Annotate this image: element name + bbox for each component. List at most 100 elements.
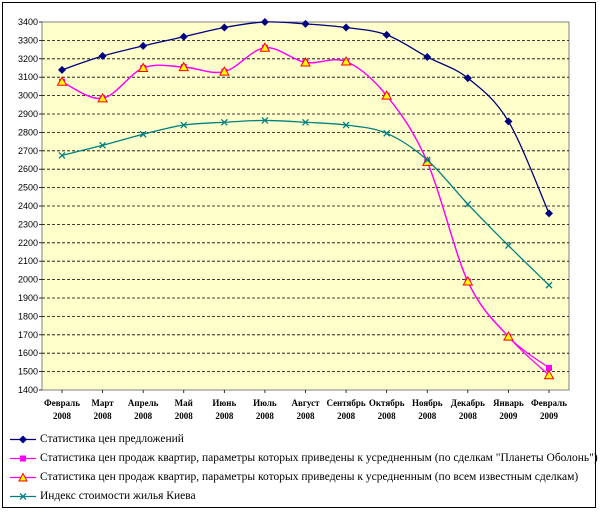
x-tick-label-month: Май <box>175 398 193 408</box>
data-point <box>178 61 190 72</box>
data-point <box>546 364 552 371</box>
data-point <box>99 141 107 149</box>
legend-swatch-sales-obolon <box>10 455 36 462</box>
legend-swatch-sales-all <box>10 472 36 482</box>
data-point <box>423 156 431 164</box>
x-tick-label-month: Февраль <box>531 398 567 408</box>
series-offer-prices <box>58 18 553 218</box>
y-axis-tick-labels: 1400 1500 1600 1700 1800 1900 2000 2100 2200 2300… <box>18 17 42 395</box>
x-tick-label-year: 2008 <box>134 411 153 421</box>
x-tick-label-month: Сентябрь <box>326 398 365 408</box>
y-tick-label: 2500 <box>18 183 38 193</box>
x-tick-label-month: Март <box>91 398 114 408</box>
y-tick-label: 1800 <box>18 311 38 321</box>
data-point <box>462 275 474 286</box>
data-point <box>218 66 230 76</box>
data-point <box>383 129 391 137</box>
line-chart: 1400 1500 1600 1700 1800 1900 2000 2100 2200 2300… <box>18 17 570 421</box>
x-tick-label-year: 2008 <box>53 411 72 421</box>
y-tick-label: 2700 <box>18 146 38 156</box>
legend-label: Статистика цен продаж квартир, параметры… <box>40 452 598 464</box>
data-point <box>504 117 513 126</box>
x-tick-label-year: 2009 <box>540 411 559 421</box>
x-axis-tick-labels: Февраль 2008 Март 2008 Апрель 2008 Май 2008 Июнь… <box>44 390 567 421</box>
x-tick-label-year: 2008 <box>337 411 356 421</box>
data-point <box>58 151 66 159</box>
data-point <box>342 23 351 32</box>
gridlines <box>42 40 569 373</box>
series-sales-all <box>56 42 555 380</box>
data-point <box>503 331 514 341</box>
data-point <box>56 76 68 86</box>
y-tick-label: 2400 <box>18 201 38 211</box>
x-tick-label-year: 2008 <box>215 411 234 421</box>
y-tick-label: 3400 <box>18 17 38 27</box>
data-point <box>463 74 472 83</box>
x-tick-label-year: 2009 <box>499 411 518 421</box>
data-point <box>179 32 188 41</box>
legend-item-kyiv-index: Индекс стоимости жилья Киева <box>10 487 595 506</box>
y-tick-label: 3100 <box>18 72 38 82</box>
y-tick-label: 1900 <box>18 293 38 303</box>
x-tick-label-year: 2008 <box>418 411 437 421</box>
legend-label: Статистика цен продаж квартир, параметры… <box>40 471 579 483</box>
y-tick-label: 3200 <box>18 54 38 64</box>
x-tick-label-year: 2008 <box>297 411 316 421</box>
data-point <box>301 19 310 28</box>
data-point <box>259 42 271 52</box>
x-tick-label-month: Апрель <box>128 398 159 408</box>
data-point <box>302 118 309 126</box>
y-tick-label: 2900 <box>18 109 38 119</box>
legend-swatch-offer-prices <box>10 435 36 444</box>
y-tick-label: 1700 <box>18 330 38 340</box>
data-point <box>545 281 553 289</box>
data-point <box>381 90 393 100</box>
data-point <box>260 18 269 26</box>
y-tick-label: 2100 <box>18 256 38 266</box>
x-tick-label-month: Октябрь <box>369 398 405 408</box>
y-tick-label: 3300 <box>18 35 38 45</box>
x-tick-label-month: Ноябрь <box>412 398 443 408</box>
y-tick-label: 1600 <box>18 348 38 358</box>
x-tick-label-month: Январь <box>493 398 524 408</box>
x-tick-label-month: Июль <box>253 398 277 408</box>
x-tick-label-month: Июнь <box>212 398 236 408</box>
legend-swatch-kyiv-index <box>10 493 36 500</box>
data-point <box>423 52 432 61</box>
y-tick-label: 2200 <box>18 238 38 248</box>
data-point <box>300 56 311 67</box>
y-tick-label: 2300 <box>18 219 38 229</box>
data-point <box>340 56 352 66</box>
y-tick-label: 3000 <box>18 91 38 101</box>
x-tick-label-month: Август <box>291 398 320 408</box>
x-tick-label-year: 2008 <box>175 411 194 421</box>
y-tick-label: 1500 <box>18 367 38 377</box>
legend: Статистика цен предложений Статистика це… <box>10 430 598 506</box>
y-tick-label: 2000 <box>18 275 38 285</box>
data-point <box>342 121 350 129</box>
x-tick-label-year: 2008 <box>459 411 478 421</box>
data-point <box>98 52 107 61</box>
data-point <box>464 200 472 208</box>
data-point <box>504 242 512 250</box>
legend-item-sales-all: Статистика цен продаж квартир, параметры… <box>10 468 595 487</box>
y-tick-label: 2800 <box>18 127 38 137</box>
data-point <box>97 92 108 103</box>
data-point <box>180 121 188 129</box>
legend-item-sales-obolon: Статистика цен продаж квартир, параметры… <box>10 449 598 468</box>
data-point <box>382 30 391 39</box>
data-point <box>261 116 269 124</box>
series-group <box>56 18 555 380</box>
data-point <box>58 65 66 74</box>
y-tick-label: 1400 <box>18 385 38 395</box>
data-point <box>545 209 553 218</box>
x-tick-label-month: Февраль <box>44 398 80 408</box>
data-point <box>543 369 555 380</box>
x-tick-label-month: Декабрь <box>451 398 485 408</box>
y-tick-label: 2600 <box>18 164 38 174</box>
data-point <box>139 130 147 138</box>
legend-label: Индекс стоимости жилья Киева <box>40 490 196 502</box>
data-point <box>139 41 148 50</box>
x-tick-label-year: 2008 <box>256 411 275 421</box>
series-kyiv-index <box>58 116 553 289</box>
